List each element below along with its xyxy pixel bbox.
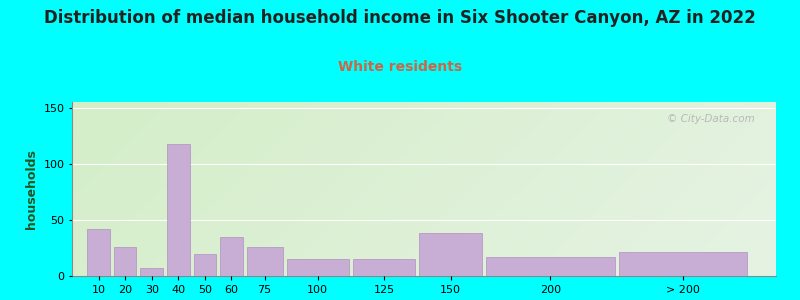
Bar [114,247,137,276]
Bar [220,237,242,276]
Bar [286,259,349,276]
Text: Distribution of median household income in Six Shooter Canyon, AZ in 2022: Distribution of median household income … [44,9,756,27]
Bar [618,252,747,276]
Bar [141,268,163,276]
Bar [486,257,614,276]
Bar [353,259,415,276]
Text: White residents: White residents [338,60,462,74]
Bar [246,247,282,276]
Y-axis label: households: households [25,149,38,229]
Text: © City-Data.com: © City-Data.com [667,114,755,124]
Bar [167,143,190,276]
Bar [87,229,110,276]
Bar [194,254,216,276]
Bar [419,233,482,276]
